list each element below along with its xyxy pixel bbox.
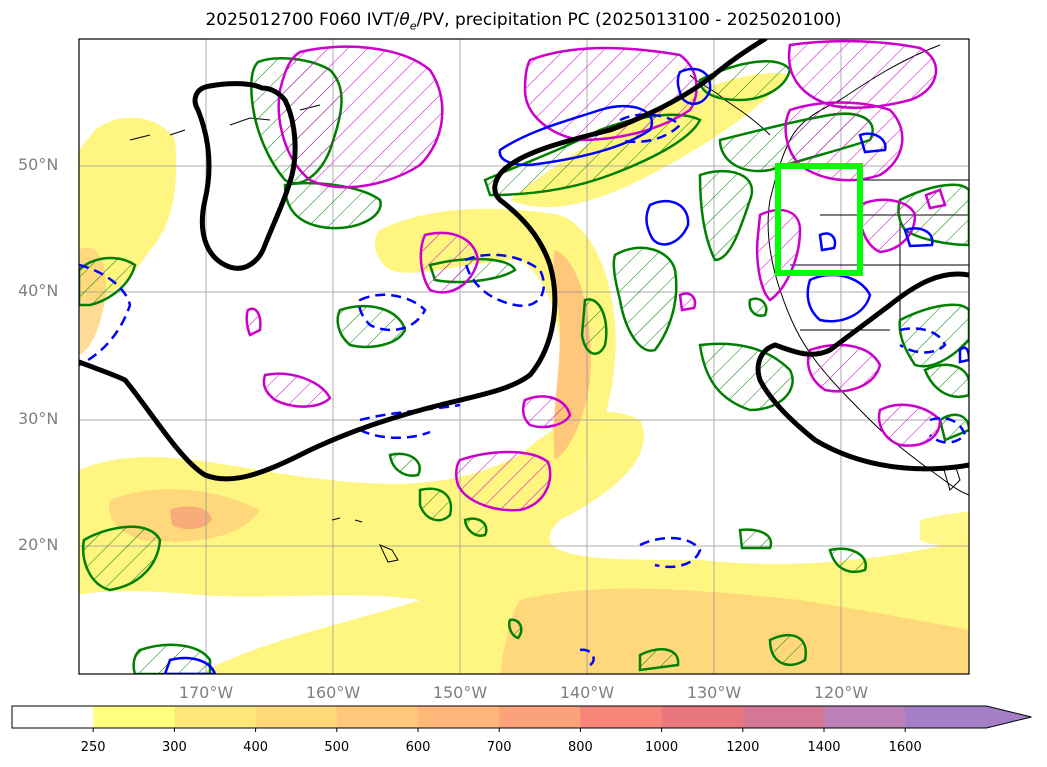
colorbar-tick-label: 1200 [726, 740, 760, 755]
colorbar-tick-label: 700 [486, 740, 512, 755]
title-suffix: /PV, precipitation PC (2025013100 - 2025… [416, 10, 842, 30]
colorbar-segment [905, 706, 987, 728]
colorbar-segment [580, 706, 663, 728]
lon-label-170w: 170°W [178, 683, 234, 702]
colorbar-tick-label: 300 [161, 740, 187, 755]
colorbar-tick-label: 600 [405, 740, 431, 755]
colorbar-extend-arrow [986, 706, 1032, 728]
colorbar-segment [661, 706, 744, 728]
lon-label-120w: 120°W [813, 683, 869, 702]
colorbar-segment [742, 706, 825, 728]
lat-label-30n: 30°N [18, 409, 59, 428]
colorbar-segment [93, 706, 175, 728]
colorbar-tick-label: 1400 [807, 740, 841, 755]
lon-label-140w: 140°W [559, 683, 615, 702]
title-prefix: 2025012700 F060 IVT/ [205, 10, 400, 30]
colorbar-segment [499, 706, 581, 728]
colorbar-segment [418, 706, 500, 728]
lon-label-150w: 150°W [432, 683, 488, 702]
pv-contours [79, 39, 969, 482]
colorbar-segment [336, 706, 419, 728]
colorbar [11, 705, 1032, 732]
colorbar-tick-label: 800 [567, 740, 593, 755]
title-theta: θ [399, 10, 410, 30]
colorbar-tick-label: 250 [80, 740, 106, 755]
colorbar-tick-label: 400 [243, 740, 268, 755]
figure-title: 2025012700 F060 IVT/θe/PV, precipitation… [0, 10, 1047, 32]
lat-label-50n: 50°N [18, 155, 59, 174]
ivt-core-south [170, 506, 212, 530]
ivt-northwest [79, 117, 177, 300]
map-frame [78, 38, 970, 675]
precip-positive-contours [245, 39, 947, 512]
lat-label-40n: 40°N [18, 281, 59, 300]
colorbar-tick-label: 1000 [645, 740, 679, 755]
colorbar-segment [255, 706, 338, 728]
colorbar-segment [824, 706, 906, 728]
ivt-east-patch [920, 512, 969, 547]
colorbar-tick-label: 1600 [888, 740, 922, 755]
lon-label-160w: 160°W [305, 683, 361, 702]
colorbar-segment [12, 706, 94, 728]
lon-label-130w: 130°W [686, 683, 742, 702]
map-area [79, 39, 969, 674]
colorbar-tick-label: 500 [324, 740, 350, 755]
target-region-box [775, 163, 863, 276]
lat-label-20n: 20°N [18, 535, 59, 554]
title-theta-subscript: e [409, 19, 417, 33]
colorbar-segment [174, 706, 257, 728]
ivt-band-south-east [500, 588, 969, 674]
colorbar-outline [11, 705, 1032, 729]
